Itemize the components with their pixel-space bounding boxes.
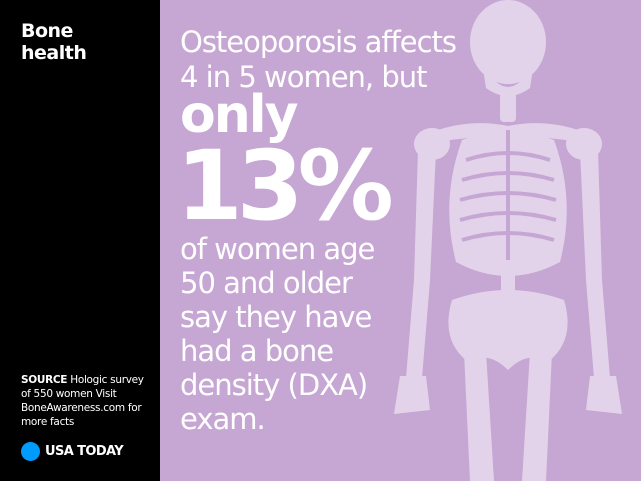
- rest-line-3: say they have: [180, 300, 372, 334]
- sidebar: Bone health SOURCE Hologic survey of 550…: [0, 0, 160, 481]
- headline-rest: of women age 50 and older say they have …: [180, 232, 375, 436]
- source-label: SOURCE: [21, 374, 68, 386]
- title-line-2: health: [21, 42, 87, 64]
- usa-today-logo: USA TODAY: [21, 440, 124, 462]
- logo-text: USA TODAY: [45, 443, 124, 459]
- source-note: SOURCE Hologic survey of 550 women Visit…: [21, 373, 151, 429]
- skeleton-icon: [394, 0, 622, 481]
- headline-stat: 13%: [176, 130, 394, 242]
- sidebar-title: Bone health: [21, 20, 151, 64]
- headline-emphasis: only: [180, 85, 298, 145]
- main-panel: Osteoporosis affects 4 in 5 women, but o…: [160, 0, 641, 481]
- headline-line-2: 4 in 5 women, but: [180, 60, 428, 94]
- rest-line-5: density (DXA): [180, 368, 368, 402]
- title-line-1: Bone: [21, 20, 73, 42]
- rest-line-1: of women age: [180, 232, 375, 266]
- headline-line-1: Osteoporosis affects: [180, 25, 457, 59]
- source-text: Hologic survey of 550 women Visit BoneAw…: [21, 374, 144, 428]
- rest-line-4: had a bone: [180, 334, 334, 368]
- rest-line-6: exam.: [180, 402, 266, 436]
- rest-line-2: 50 and older: [180, 266, 353, 300]
- logo-dot-icon: [21, 441, 40, 461]
